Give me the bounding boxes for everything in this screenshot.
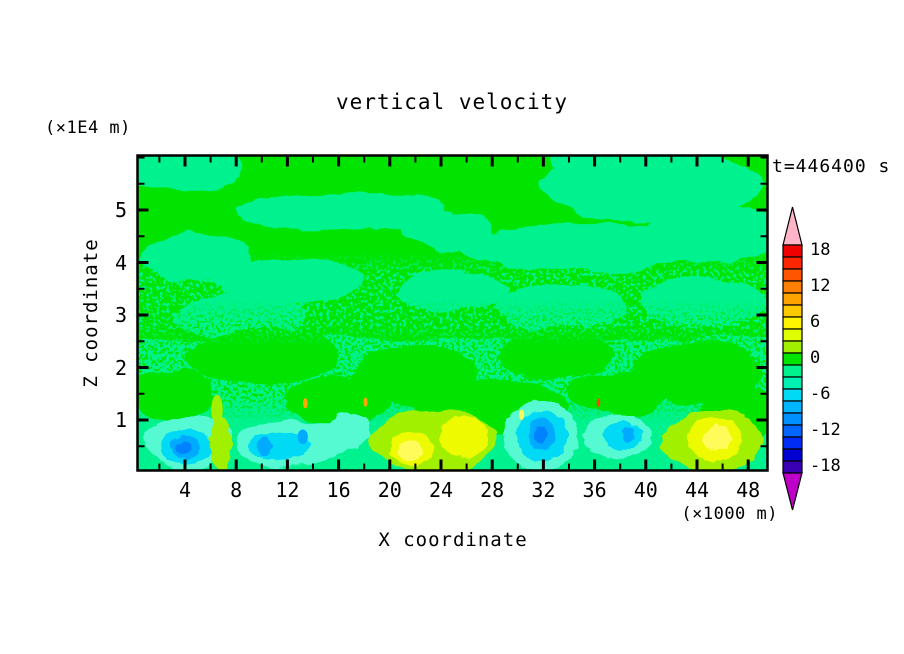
colorbar-segment: [782, 328, 803, 342]
x-tick-label: 8: [230, 478, 243, 502]
contour-blob: [363, 397, 368, 407]
x-tick-label: 4: [178, 478, 192, 502]
x-tick-label: 16: [326, 478, 351, 502]
colorbar-segment: [782, 400, 803, 414]
contour-blobs-detail: [145, 394, 764, 471]
colorbar-segment: [782, 364, 803, 378]
x-tick-label: 24: [428, 478, 454, 502]
colorbar-tick-label: 12: [810, 276, 831, 296]
time-annotation: t=446400 s: [772, 156, 891, 177]
contour-blob: [209, 416, 232, 471]
colorbar-segment: [782, 388, 803, 402]
contour-blob: [402, 212, 493, 250]
colorbar-segment: [782, 376, 803, 390]
contour-blob: [176, 441, 192, 455]
colorbar-over-arrow: [782, 206, 803, 246]
x-tick-label: 20: [377, 478, 402, 502]
colorbar-tick-label: -18: [810, 456, 841, 476]
colorbar-segment: [782, 244, 803, 258]
colorbar-segment: [782, 436, 803, 450]
contour-field: [137, 155, 768, 471]
contour-blob: [303, 397, 308, 409]
contour-blob: [398, 439, 423, 461]
colorbar-tick-label: 6: [810, 312, 821, 332]
colorbar-segment: [782, 352, 803, 366]
x-axis-title: X coordinate: [378, 529, 528, 551]
plot-frame: [136, 154, 769, 472]
colorbar-segment: [782, 460, 803, 474]
contour-blob: [533, 425, 548, 444]
contour-blob: [519, 409, 525, 420]
colorbar-segment: [782, 256, 803, 270]
colorbar: [782, 206, 803, 511]
contour-blob: [256, 437, 273, 455]
contour-blob: [236, 192, 454, 233]
colorbar-tick-label: 18: [810, 240, 831, 260]
colorbar-segment: [782, 268, 803, 282]
contour-blob: [439, 415, 489, 458]
colorbar-segment: [782, 340, 803, 354]
plot-title: vertical velocity: [336, 90, 568, 114]
z-tick-label: 3: [114, 303, 127, 327]
colorbar-segment: [782, 448, 803, 462]
contour-blob: [596, 398, 601, 407]
contour-blob: [211, 394, 223, 425]
colorbar-segment: [782, 304, 803, 318]
z-tick-label: 5: [114, 198, 127, 222]
x-tick-label: 12: [275, 478, 300, 502]
contour-blob: [137, 155, 243, 189]
axis-ticks: [138, 156, 767, 470]
x-tick-label: 36: [582, 478, 607, 502]
z-tick-label: 2: [114, 355, 127, 380]
contour-blob: [297, 429, 308, 445]
x-tick-label: 32: [531, 478, 556, 502]
contour-blob: [621, 425, 635, 443]
x-tick-label: 48: [736, 478, 761, 502]
x-tick-label: 44: [684, 478, 710, 502]
colorbar-tick-label: 0: [810, 348, 821, 368]
colorbar-segment: [782, 412, 803, 426]
colorbar-tick-label: -6: [810, 384, 831, 404]
colorbar-segment: [782, 292, 803, 306]
x-tick-label: 28: [480, 478, 505, 502]
x-tick-label: 40: [633, 478, 658, 502]
contour-blob: [702, 425, 733, 451]
colorbar-tick-label: -12: [810, 420, 841, 440]
z-axis-unit-label: (×1E4 m): [45, 118, 131, 138]
z-tick-label: 1: [114, 408, 127, 432]
speckle-texture-mint: [137, 252, 768, 346]
colorbar-segment: [782, 316, 803, 330]
colorbar-segment: [782, 280, 803, 294]
colorbar-segment: [782, 424, 803, 438]
z-tick-label: 4: [114, 250, 127, 275]
contour-blob: [328, 412, 370, 449]
colorbar-under-arrow: [782, 472, 803, 511]
x-axis-unit-label: (×1000 m): [681, 504, 778, 524]
